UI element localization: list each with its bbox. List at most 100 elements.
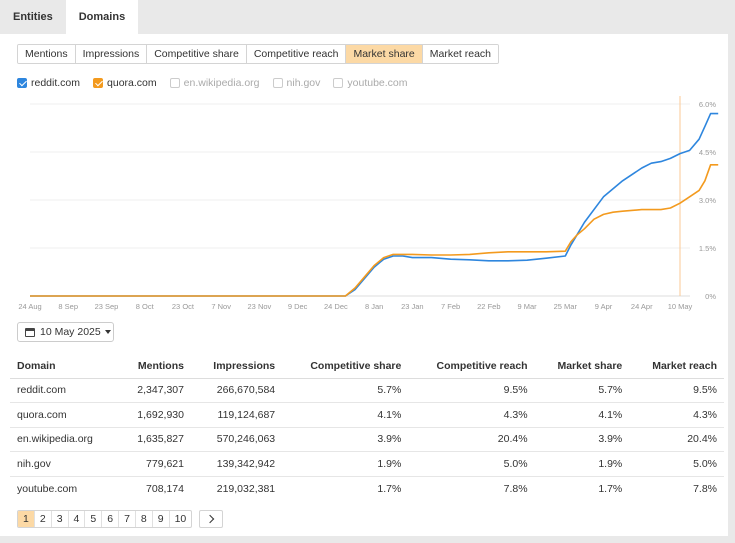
cell-competitive-share: 3.9%: [282, 427, 409, 452]
x-tick-label: 22 Feb: [477, 302, 500, 311]
x-tick-label: 24 Aug: [18, 302, 41, 311]
cell-mentions: 1,635,827: [118, 427, 191, 452]
cell-market-reach: 7.8%: [693, 482, 717, 495]
page-2[interactable]: 2: [35, 511, 52, 527]
x-tick-label: 23 Jan: [401, 302, 424, 311]
metric-tab-impressions[interactable]: Impressions: [75, 45, 148, 63]
cell-competitive-reach: 7.8%: [503, 482, 528, 495]
page-numbers: 1 2 3 4 5 6 7 8 9 10: [17, 510, 193, 528]
cell-mentions: 1,692,930: [118, 402, 191, 428]
legend-item-nih[interactable]: nih.gov: [272, 77, 321, 89]
cell-domain: youtube.com: [17, 482, 78, 495]
metric-tab-mentions[interactable]: Mentions: [18, 45, 76, 63]
legend-label-quora: quora.com: [107, 77, 157, 89]
y-tick-label: 4.5%: [699, 148, 716, 157]
cell-domain: quora.com: [10, 402, 119, 428]
x-tick-label: 10 May: [668, 302, 693, 311]
col-competitive-reach[interactable]: Competitive reach: [408, 354, 535, 379]
cell-market-share: 1.9%: [534, 451, 630, 477]
series-legend: reddit.com quora.com en.wikipedia.org ni…: [17, 76, 421, 90]
legend-item-quora[interactable]: quora.com: [93, 77, 157, 89]
table-row: reddit.com 2,347,307 266,670,584 5.7% 9.…: [10, 378, 724, 403]
page-7[interactable]: 7: [119, 511, 136, 527]
table-row: quora.com 1,692,930 119,124,687 4.1% 4.3…: [10, 402, 724, 428]
cell-market-share: 3.9%: [534, 427, 630, 452]
series-line-quora[interactable]: [30, 164, 719, 297]
col-mentions[interactable]: Mentions: [118, 354, 191, 379]
checkbox-wikipedia[interactable]: [169, 78, 180, 88]
x-tick-label: 25 Mar: [554, 302, 578, 311]
page-6[interactable]: 6: [102, 511, 120, 527]
col-impressions[interactable]: Impressions: [190, 354, 283, 379]
y-tick-label: 0%: [705, 292, 716, 301]
metric-tab-market-share[interactable]: Market share: [346, 45, 423, 63]
x-tick-label: 24 Apr: [631, 302, 653, 311]
legend-label-nih: nih.gov: [286, 77, 321, 89]
metric-tab-competitive-reach[interactable]: Competitive reach: [246, 45, 347, 63]
metric-tab-market-reach[interactable]: Market reach: [422, 45, 499, 63]
page-3[interactable]: 3: [52, 511, 69, 527]
cell-impressions: 119,124,687: [190, 402, 283, 428]
page-4[interactable]: 4: [69, 511, 86, 527]
calendar-icon: [25, 327, 35, 337]
cell-domain: nih.gov: [10, 451, 119, 477]
cell-market-reach: 20.4%: [629, 427, 724, 452]
checkbox-youtube[interactable]: [333, 78, 344, 88]
tab-domains[interactable]: Domains: [65, 0, 139, 34]
col-competitive-share[interactable]: Competitive share: [282, 354, 409, 379]
table-row: en.wikipedia.org 1,635,827 570,246,063 3…: [10, 427, 724, 452]
x-tick-label: 24 Dec: [324, 302, 348, 311]
checkbox-reddit[interactable]: [17, 78, 27, 88]
legend-label-reddit: reddit.com: [31, 77, 81, 89]
cell-competitive-reach: 9.5%: [408, 378, 535, 403]
cell-domain: en.wikipedia.org: [10, 427, 119, 452]
x-tick-label: 23 Oct: [172, 302, 195, 311]
domains-panel: Mentions Impressions Competitive share C…: [0, 34, 728, 536]
cell-impressions: 266,670,584: [190, 378, 283, 403]
cell-mentions: 779,621: [118, 451, 191, 477]
table-row: nih.gov 779,621 139,342,942 1.9% 5.0% 1.…: [10, 451, 724, 477]
x-tick-label: 8 Jan: [365, 302, 383, 311]
page-10[interactable]: 10: [174, 513, 187, 525]
next-page-button[interactable]: [199, 510, 224, 528]
series-line-reddit[interactable]: [30, 112, 719, 297]
date-picker[interactable]: 10 May 2025: [17, 322, 114, 342]
checkbox-quora[interactable]: [93, 78, 104, 88]
legend-item-reddit[interactable]: reddit.com: [17, 77, 80, 89]
cell-market-reach: 5.0%: [629, 451, 724, 477]
chevron-right-icon: [206, 514, 215, 524]
page-1[interactable]: 1: [18, 511, 35, 527]
col-market-share[interactable]: Market share: [534, 354, 630, 379]
cell-market-share: 5.7%: [534, 378, 630, 403]
checkbox-nih[interactable]: [272, 78, 283, 88]
cell-impressions: 219,032,381: [216, 482, 276, 495]
legend-item-youtube[interactable]: youtube.com: [333, 77, 408, 89]
x-tick-label: 9 Apr: [595, 302, 613, 311]
metric-tab-competitive-share[interactable]: Competitive share: [147, 45, 247, 63]
x-tick-label: 23 Sep: [95, 302, 119, 311]
x-tick-label: 9 Mar: [517, 302, 537, 311]
col-market-reach[interactable]: Market reach: [629, 354, 724, 379]
x-tick-label: 8 Sep: [58, 302, 78, 311]
x-tick-label: 8 Oct: [136, 302, 155, 311]
legend-item-wikipedia[interactable]: en.wikipedia.org: [169, 77, 260, 89]
cell-mentions: 2,347,307: [118, 378, 191, 403]
market-share-chart[interactable]: 6.0% 4.5% 3.0% 1.5% 0% 24 Aug 8 Sep 23 Sep 8 Oct…: [0, 96, 728, 318]
page-9[interactable]: 9: [153, 511, 170, 527]
cell-competitive-share: 5.7%: [282, 378, 409, 403]
cell-market-share: 1.7%: [598, 482, 623, 495]
cell-market-reach: 9.5%: [629, 378, 724, 403]
tab-entities[interactable]: Entities: [13, 11, 53, 23]
cell-competitive-reach: 20.4%: [408, 427, 535, 452]
domains-table: Domain Mentions Impressions Competitive …: [10, 354, 724, 501]
cell-mentions: 708,174: [146, 482, 184, 495]
cell-competitive-share: 4.1%: [282, 402, 409, 428]
page-8[interactable]: 8: [136, 511, 153, 527]
x-tick-label: 23 Nov: [248, 302, 272, 311]
page-5[interactable]: 5: [85, 511, 103, 527]
y-tick-label: 1.5%: [699, 244, 716, 253]
col-domain[interactable]: Domain: [10, 354, 119, 379]
cell-market-reach: 4.3%: [629, 402, 724, 428]
y-tick-label: 3.0%: [699, 196, 716, 205]
y-tick-label: 6.0%: [699, 100, 716, 109]
